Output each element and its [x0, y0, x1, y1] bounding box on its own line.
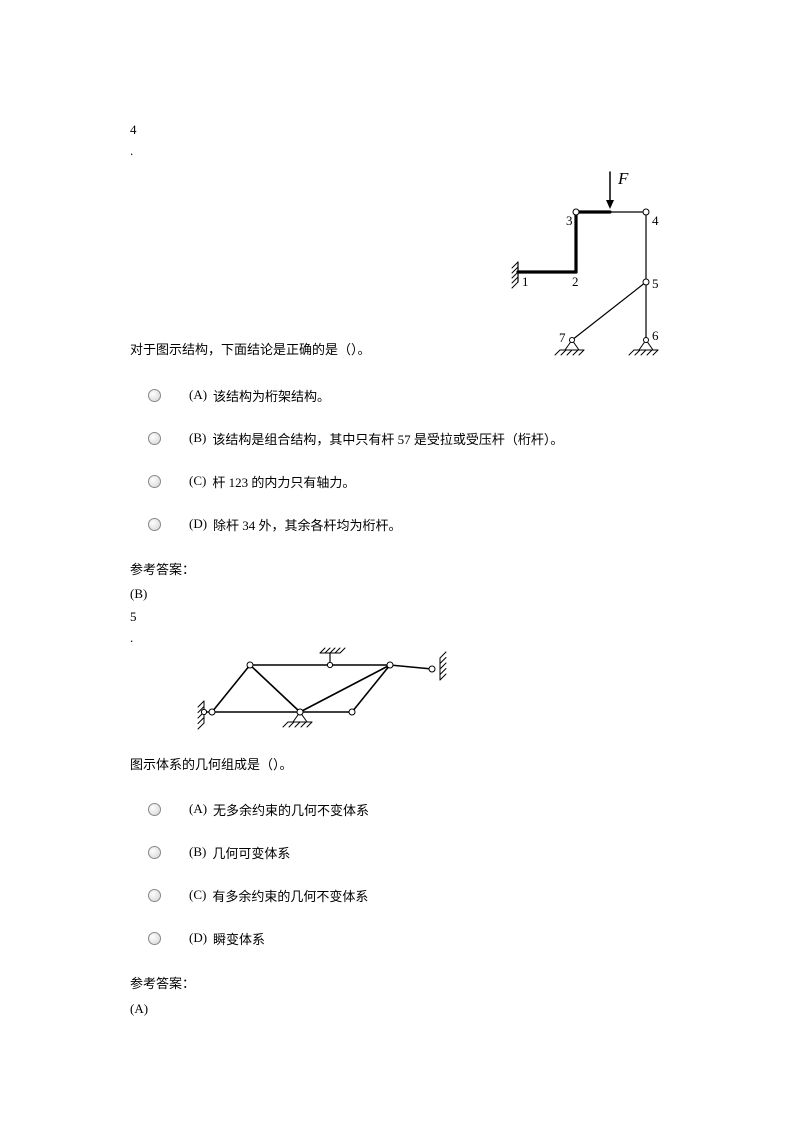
q4-d-label: (D)	[189, 516, 207, 532]
svg-text:1: 1	[522, 274, 529, 289]
q5-b-label: (B)	[189, 844, 206, 860]
q4-option-d[interactable]: (D) 除杆 34 外，其余各杆均为桁杆。	[130, 515, 670, 534]
q4-b-text: 该结构是组合结构，其中只有杆 57 是受拉或受压杆（桁杆）。	[212, 429, 563, 448]
radio-icon[interactable]	[148, 475, 161, 488]
q5-a-text: 无多余约束的几何不变体系	[213, 800, 369, 819]
q4-a-label: (A)	[189, 387, 207, 403]
q5-d-text: 瞬变体系	[213, 929, 265, 948]
q5-c-label: (C)	[189, 887, 206, 903]
q4-option-b[interactable]: (B) 该结构是组合结构，其中只有杆 57 是受拉或受压杆（桁杆）。	[130, 429, 670, 448]
radio-icon[interactable]	[148, 389, 161, 402]
q5-answer: (A)	[130, 997, 670, 1022]
q4-dot: .	[130, 141, 670, 162]
radio-icon[interactable]	[148, 432, 161, 445]
svg-text:4: 4	[652, 213, 659, 228]
q5-options: (A) 无多余约束的几何不变体系 (B) 几何可变体系 (C) 有多余约束的几何…	[130, 800, 670, 948]
q5-c-text: 有多余约束的几何不变体系	[212, 886, 368, 905]
q5-stem: 图示体系的几何组成是（）。	[130, 753, 670, 776]
q4-number: 4	[130, 120, 670, 141]
svg-text:2: 2	[572, 274, 579, 289]
q4-stem: 对于图示结构，下面结论是正确的是（）。	[130, 338, 371, 361]
q4-option-c[interactable]: (C) 杆 123 的内力只有轴力。	[130, 472, 670, 491]
svg-text:F: F	[617, 169, 629, 188]
q4-answer: (B)	[130, 582, 670, 607]
q5-b-text: 几何可变体系	[212, 843, 290, 862]
radio-icon[interactable]	[148, 846, 161, 859]
q5-option-a[interactable]: (A) 无多余约束的几何不变体系	[130, 800, 670, 819]
q4-c-label: (C)	[189, 473, 206, 489]
svg-text:5: 5	[652, 276, 659, 291]
q4-a-text: 该结构为桁架结构。	[213, 386, 330, 405]
q5-option-c[interactable]: (C) 有多余约束的几何不变体系	[130, 886, 670, 905]
q4-c-text: 杆 123 的内力只有轴力。	[212, 472, 355, 491]
radio-icon[interactable]	[148, 518, 161, 531]
q5-answer-label: 参考答案：	[130, 972, 670, 997]
q5-figure	[190, 637, 670, 747]
q5-number: 5	[130, 607, 670, 628]
radio-icon[interactable]	[148, 932, 161, 945]
q4-d-text: 除杆 34 外，其余各杆均为桁杆。	[213, 515, 402, 534]
q5-a-label: (A)	[189, 801, 207, 817]
q5-d-label: (D)	[189, 930, 207, 946]
q4-option-a[interactable]: (A) 该结构为桁架结构。	[130, 386, 670, 405]
q5-option-b[interactable]: (B) 几何可变体系	[130, 843, 670, 862]
q4-b-label: (B)	[189, 430, 206, 446]
q5-option-d[interactable]: (D) 瞬变体系	[130, 929, 670, 948]
radio-icon[interactable]	[148, 803, 161, 816]
svg-text:3: 3	[566, 213, 573, 228]
q4-answer-label: 参考答案：	[130, 558, 670, 583]
svg-text:7: 7	[559, 330, 566, 345]
radio-icon[interactable]	[148, 889, 161, 902]
q4-figure: F 1 2 3 4 5 6 7	[480, 162, 670, 362]
svg-text:6: 6	[652, 328, 659, 343]
q4-options: (A) 该结构为桁架结构。 (B) 该结构是组合结构，其中只有杆 57 是受拉或…	[130, 386, 670, 534]
